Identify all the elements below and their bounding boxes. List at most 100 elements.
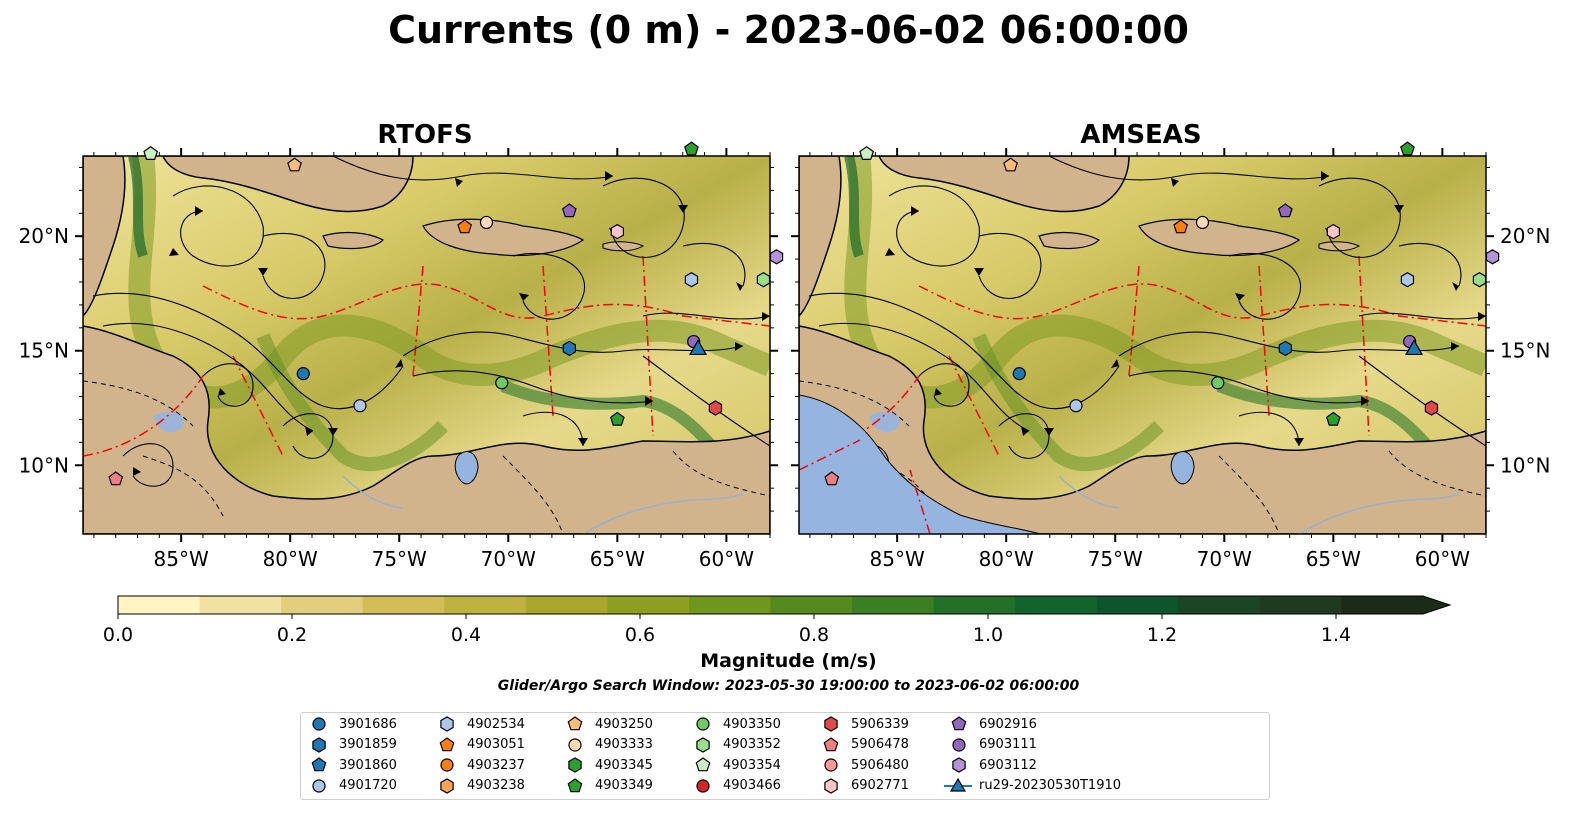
float-marker: [609, 411, 625, 426]
legend-marker-shape: [567, 777, 583, 792]
legend-marker-icon: [824, 777, 838, 794]
lat-tick-label: 10°N: [19, 453, 69, 477]
float-marker: [479, 215, 494, 230]
float-marker: [824, 471, 840, 486]
float-marker: [562, 340, 577, 357]
legend-marker-icon: [567, 777, 583, 792]
map-panel-rtofs: [83, 156, 770, 534]
legend-marker-icon: [696, 736, 710, 753]
legend-marker-icon: [440, 758, 454, 772]
lat-tick-label: 20°N: [19, 224, 69, 248]
legend-item-label: 5906478: [851, 737, 909, 752]
legend-item: 4903354: [695, 757, 781, 773]
legend-item-label: 6903112: [979, 757, 1037, 773]
lat-tick-label: 15°N: [19, 339, 69, 363]
legend-marker-shape: [440, 716, 454, 732]
legend-marker-icon: [944, 777, 972, 792]
lon-tick-label: 70°W: [1197, 547, 1252, 571]
legend-marker-icon: [824, 758, 838, 772]
legend-item: 6903111: [951, 737, 1037, 753]
float-marker: [1424, 400, 1439, 416]
colorbar-segment: [118, 596, 201, 614]
legend-item-label: 4903349: [595, 778, 653, 793]
legend-marker-shape: [952, 737, 966, 752]
legend-item-label: 4903238: [467, 778, 525, 793]
legend-marker-icon: [568, 737, 582, 752]
legend-marker-icon: [311, 757, 327, 772]
legend-item: 3901859: [311, 736, 397, 753]
legend-item: 4903350: [695, 716, 781, 732]
colorbar-outline: [117, 595, 1452, 615]
lon-tick-label: 65°W: [1306, 547, 1361, 571]
legend-item: 5906339: [823, 716, 909, 732]
float-marker: [353, 399, 367, 413]
legend-marker-icon: [440, 777, 454, 794]
float-marker: [684, 141, 699, 156]
legend-marker-icon: [951, 716, 967, 731]
legend-marker-icon: [824, 716, 838, 732]
float-marker: [708, 400, 723, 416]
legend-marker-shape: [824, 758, 838, 772]
colorbar-segment: [444, 596, 527, 614]
float-marker: [1003, 157, 1018, 172]
legend-item-label: 4903333: [595, 737, 653, 752]
legend-item: 4903345: [567, 757, 653, 773]
legend-item-label: 5906339: [851, 716, 909, 732]
legend-marker-shape: [823, 736, 839, 751]
colorbar-segment: [199, 596, 282, 614]
legend-marker-icon: [440, 716, 454, 732]
legend-item: 3901860: [311, 757, 397, 773]
legend-item-label: 4903466: [723, 778, 781, 793]
float-marker: [1277, 203, 1293, 218]
legend-item-label: 4901720: [339, 778, 397, 793]
float-marker: [1173, 219, 1189, 234]
colorbar-segment: [1096, 596, 1179, 614]
legend-marker-shape: [312, 778, 326, 793]
float-marker: [859, 145, 875, 160]
legend-marker-icon: [696, 778, 710, 793]
legend-item: 4903238: [439, 777, 525, 794]
lon-tick-label: 60°W: [699, 547, 754, 571]
colorbar: 0.0 0.2 0.4 0.6 0.8 1.0 1.2 1.4: [103, 595, 1452, 646]
colorbar-tick-label: 0.6: [625, 624, 655, 646]
legend-item-label: 4903051: [467, 737, 525, 752]
legend-item-label: 4903250: [595, 716, 653, 732]
legend-item: 4903349: [567, 777, 653, 794]
legend-item: 4903466: [695, 778, 781, 794]
float-marker: [1326, 223, 1341, 240]
float-marker: [1211, 376, 1225, 390]
legend-item: 5906478: [823, 736, 909, 753]
legend-marker-icon: [823, 736, 839, 751]
legend-item: 4903333: [567, 737, 653, 753]
legend-item-label: 3901860: [339, 757, 397, 773]
legend-marker-icon: [312, 736, 326, 753]
float-marker: [756, 272, 771, 288]
legend-marker-icon: [568, 757, 582, 773]
glider-marker: [688, 339, 708, 356]
legend-marker-shape: [312, 717, 326, 731]
legend-item-label: 4902534: [467, 716, 525, 732]
legend-marker-shape: [695, 757, 711, 772]
legend-marker-shape: [312, 736, 326, 753]
legend-marker-icon: [952, 757, 966, 773]
legend-marker-shape: [952, 757, 966, 773]
colorbar-tick-label: 0.8: [799, 624, 829, 646]
legend-item-label: 4903237: [467, 757, 525, 773]
legend-item: 4902534: [439, 716, 525, 732]
lon-tick-label: 75°W: [372, 547, 427, 571]
colorbar-tick-label: 1.2: [1147, 624, 1177, 646]
lon-tick-label: 80°W: [263, 547, 318, 571]
colorbar-segment: [607, 596, 690, 614]
lon-tick-label: 80°W: [979, 547, 1034, 571]
legend-marker-icon: [696, 717, 710, 731]
legend-item-label: 4903352: [723, 737, 781, 752]
float-marker: [143, 145, 159, 160]
float-marker: [1400, 141, 1415, 156]
legend-marker-icon: [952, 737, 966, 752]
colorbar-segment: [770, 596, 853, 614]
float-marker: [769, 249, 784, 265]
legend-marker-icon: [439, 736, 455, 751]
legend-marker-shape: [696, 717, 710, 731]
lon-tick-label: 75°W: [1088, 547, 1143, 571]
